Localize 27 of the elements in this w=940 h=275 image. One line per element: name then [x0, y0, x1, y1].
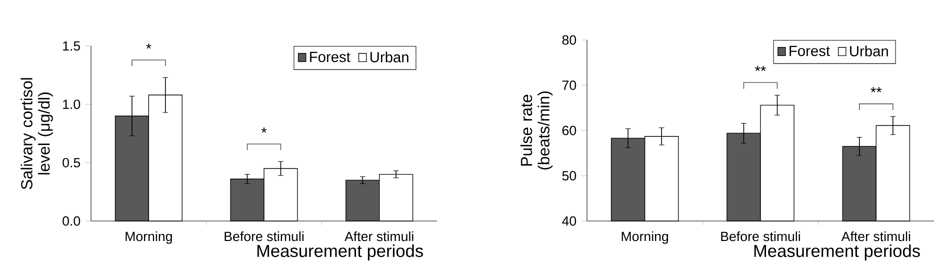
legend-label: Urban: [850, 46, 888, 56]
legend-label: Forest: [790, 46, 830, 56]
annotation: **: [755, 66, 766, 72]
x-axis-title: Measurement periods: [257, 244, 423, 261]
y-axis-title: Pulse rate (beats/min): [520, 91, 553, 170]
annotation: **: [870, 87, 882, 92]
y-tick-label: 40: [562, 216, 576, 226]
y-tick-label: 70: [562, 80, 576, 90]
x-axis-title: Measurement periods: [754, 244, 920, 261]
x-tick-label: Before stimuli: [224, 231, 304, 242]
y-tick-label: 0.5: [62, 158, 80, 168]
y-tick-label: 1.0: [63, 100, 80, 110]
y-tick-label: 50: [562, 171, 576, 180]
y-tick-label: 0.0: [62, 216, 80, 226]
x-tick-label: Morning: [622, 231, 668, 244]
y-tick-label: 60: [562, 126, 576, 136]
y-tick-label: 80: [562, 35, 576, 45]
legend-label: Urban: [370, 52, 408, 62]
annotation: *: [146, 43, 152, 49]
y-tick-label: 1.5: [63, 41, 80, 51]
y-axis-title: Salivary cortisol level (μg/dl): [20, 78, 53, 190]
x-tick-label: Morning: [126, 231, 172, 244]
legend-label: Forest: [310, 52, 350, 62]
x-tick-label: After stimuli: [344, 231, 414, 242]
x-tick-label: Before stimuli: [721, 231, 800, 242]
x-tick-label: After stimuli: [841, 231, 910, 242]
annotation: *: [261, 127, 267, 133]
